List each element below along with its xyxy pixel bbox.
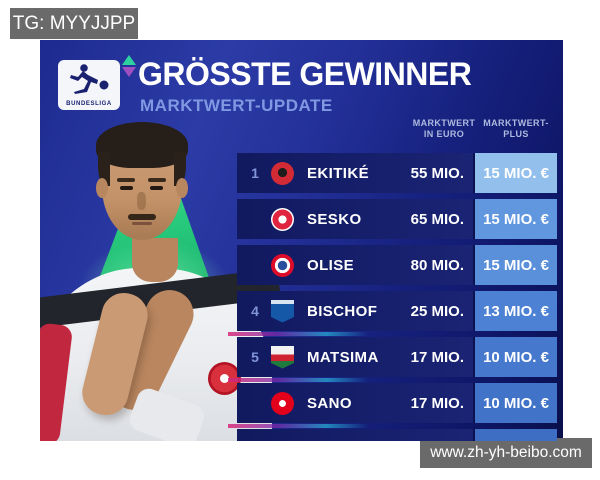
player-hair-side — [98, 152, 110, 186]
rank-label: 4 — [251, 303, 259, 319]
row-main: SESKO 65 MIO. — [237, 199, 473, 239]
market-value-plus: 15 MIO. € — [473, 245, 557, 285]
page-subtitle: MARKTWERT-UPDATE — [140, 96, 333, 115]
marktwert-card: BUNDESLIGA GRÖSSTE GEWINNER MARKTWERT-UP… — [40, 40, 563, 441]
rank-label: 5 — [251, 349, 259, 365]
market-value: 17 MIO. — [410, 348, 464, 366]
player-mustache — [128, 214, 156, 220]
club-badge-hoffenheim-icon — [271, 299, 294, 323]
bundesliga-wordmark: BUNDESLIGA — [66, 101, 112, 107]
player-mouth — [132, 222, 152, 225]
club-badge-bayern-muenchen-icon — [271, 253, 294, 277]
row-main: OLISE 80 MIO. — [237, 245, 473, 285]
bundesliga-logo: BUNDESLIGA — [58, 60, 120, 110]
player-hair — [96, 122, 188, 168]
player-name: OLISE — [307, 256, 355, 274]
background-streak — [228, 332, 368, 336]
market-value-plus: 10 MIO. € — [473, 383, 557, 423]
row-main: SANO 17 MIO. — [237, 383, 473, 423]
row-main: 1 EKITIKÉ 55 MIO. — [237, 153, 473, 193]
player-eyebrow — [148, 178, 166, 182]
player-photo — [40, 40, 281, 441]
rank-label: 1 — [251, 165, 259, 181]
market-value-plus — [473, 429, 557, 441]
player-name: SESKO — [307, 210, 362, 228]
background-streak — [228, 378, 368, 382]
club-badge-eintracht-frankfurt-icon — [271, 161, 294, 185]
table-row: SANO 17 MIO. 10 MIO. € — [237, 383, 557, 423]
player-eyebrow — [117, 178, 135, 182]
column-header-line: IN EURO — [423, 129, 465, 139]
table-row: 5 MATSIMA 17 MIO. 10 MIO. € — [237, 337, 557, 377]
club-badge-augsburg-icon — [271, 345, 294, 369]
bundesliga-player-icon — [70, 64, 109, 94]
up-down-arrows — [122, 55, 136, 77]
market-value: 65 MIO. — [410, 210, 464, 228]
arrow-down-icon — [122, 67, 136, 77]
table-row-partial — [237, 429, 557, 441]
player-ear — [176, 178, 188, 198]
table-row: SESKO 65 MIO. 15 MIO. € — [237, 199, 557, 239]
row-main — [237, 429, 473, 441]
column-header-marktwert-plus: MARKTWERT- PLUS — [466, 118, 563, 140]
player-eye — [120, 186, 133, 190]
player-name: BISCHOF — [307, 302, 378, 320]
column-header-line: MARKTWERT- — [483, 118, 549, 128]
player-name: SANO — [307, 394, 352, 412]
column-header-marktwert: MARKTWERT IN EURO — [394, 118, 494, 140]
row-main: 4 BISCHOF 25 MIO. — [237, 291, 473, 331]
market-value: 80 MIO. — [410, 256, 464, 274]
arrow-up-icon — [122, 55, 136, 65]
player-neck — [132, 238, 178, 282]
market-value: 25 MIO. — [410, 302, 464, 320]
player-hair-side — [174, 152, 186, 186]
column-header-line: PLUS — [503, 129, 529, 139]
club-badge-rb-leipzig-icon — [271, 207, 294, 231]
watermark-website: www.zh-yh-beibo.com — [420, 438, 592, 468]
table-row: OLISE 80 MIO. 15 MIO. € — [237, 245, 557, 285]
row-main: 5 MATSIMA 17 MIO. — [237, 337, 473, 377]
market-value: 17 MIO. — [410, 394, 464, 412]
player-name: EKITIKÉ — [307, 164, 369, 182]
table-row: 4 BISCHOF 25 MIO. 13 MIO. € — [237, 291, 557, 331]
market-value-plus: 15 MIO. € — [473, 199, 557, 239]
player-nose — [137, 192, 146, 210]
player-name: MATSIMA — [307, 348, 379, 366]
background-streak — [228, 424, 368, 428]
column-header-line: MARKTWERT — [412, 118, 476, 128]
market-value-plus: 10 MIO. € — [473, 337, 557, 377]
club-badge-mainz-05-icon — [271, 391, 294, 415]
table-row: 1 EKITIKÉ 55 MIO. 15 MIO. € — [237, 153, 557, 193]
watermark-telegram: TG: MYYJJPP — [10, 8, 138, 39]
market-value-plus: 13 MIO. € — [473, 291, 557, 331]
market-value: 55 MIO. — [410, 164, 464, 182]
player-eye — [150, 186, 163, 190]
page-title: GRÖSSTE GEWINNER — [138, 56, 472, 92]
player-ear — [96, 178, 108, 198]
market-value-plus: 15 MIO. € — [473, 153, 557, 193]
